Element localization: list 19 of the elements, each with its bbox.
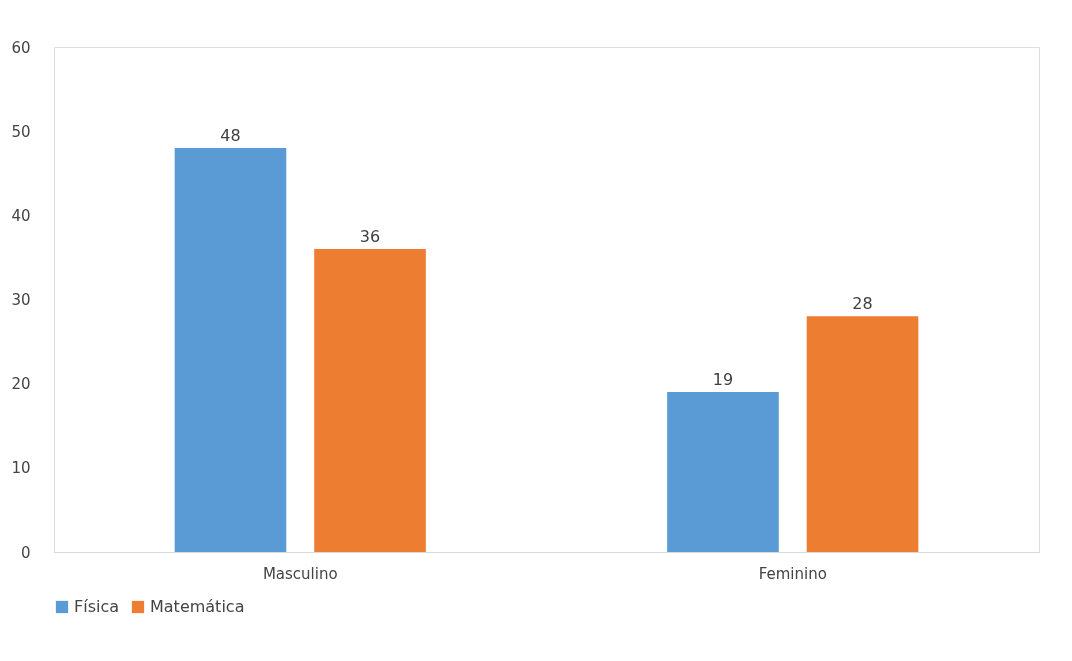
y-tick-label: 50	[11, 122, 31, 141]
y-tick-label: 60	[11, 38, 31, 57]
legend-label: Física	[74, 597, 120, 616]
bar	[667, 392, 779, 552]
x-tick-label: Masculino	[262, 564, 338, 583]
legend-label: Matemática	[150, 597, 245, 616]
y-tick-label: 20	[11, 375, 31, 394]
data-label: 48	[220, 126, 241, 145]
bar	[314, 249, 426, 552]
y-tick-label: 30	[11, 291, 31, 309]
data-label: 19	[712, 370, 734, 390]
y-tick-label: 0	[20, 543, 31, 562]
x-tick-label: Feminino	[758, 564, 827, 583]
y-tick-label: 40	[11, 206, 31, 225]
data-label: 28	[852, 294, 873, 314]
y-tick-label: 10	[11, 459, 31, 478]
bar	[806, 316, 919, 552]
bar	[174, 148, 287, 552]
data-label: 36	[359, 227, 381, 246]
